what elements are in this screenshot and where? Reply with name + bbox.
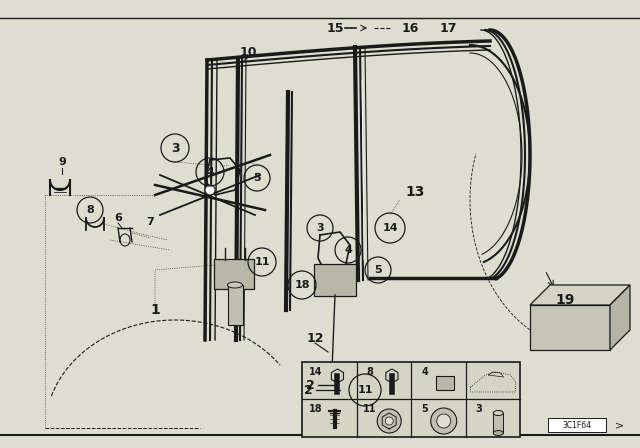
Text: 5: 5 [374,265,382,275]
Text: 18: 18 [309,404,323,414]
Circle shape [436,414,451,428]
Circle shape [205,185,215,195]
Text: 14: 14 [309,367,323,377]
Text: 3: 3 [476,404,483,414]
Bar [530,305,610,350]
FancyBboxPatch shape [314,264,356,296]
Text: 11: 11 [254,257,269,267]
Text: 4: 4 [421,367,428,377]
Text: 4: 4 [205,165,214,178]
Text: 11: 11 [357,385,372,395]
Text: 7: 7 [146,217,154,227]
Text: 8: 8 [86,205,94,215]
Text: 2: 2 [303,383,312,396]
Text: 8: 8 [367,367,374,377]
Text: 3: 3 [316,223,324,233]
Text: 5: 5 [253,173,261,183]
Text: 10: 10 [239,46,257,59]
Text: 9: 9 [58,157,66,167]
Bar [493,413,503,433]
Bar [436,376,454,390]
Text: 1: 1 [150,303,160,317]
Ellipse shape [227,282,243,288]
Circle shape [377,409,401,433]
Text: 19: 19 [556,293,575,307]
Text: 16: 16 [401,22,419,34]
Text: 13: 13 [405,185,425,199]
Bar [548,418,606,432]
Polygon shape [610,285,630,350]
Circle shape [385,417,393,425]
Ellipse shape [493,431,503,435]
Text: 11: 11 [364,404,377,414]
Text: 2: 2 [306,379,314,392]
FancyBboxPatch shape [214,259,254,289]
Text: 18: 18 [294,280,310,290]
Text: 3C1F64: 3C1F64 [563,421,591,430]
Text: 6: 6 [114,213,122,223]
Text: 15: 15 [326,22,344,34]
Polygon shape [530,285,630,305]
Text: 3: 3 [171,142,179,155]
Bar [228,285,243,325]
Circle shape [431,408,457,434]
Bar [302,362,520,437]
Text: 14: 14 [382,223,398,233]
Text: 5: 5 [421,404,428,414]
Text: 12: 12 [307,332,324,345]
Text: 17: 17 [439,22,457,34]
Text: >: > [616,420,625,430]
Text: 4: 4 [344,245,352,255]
Ellipse shape [493,410,503,415]
